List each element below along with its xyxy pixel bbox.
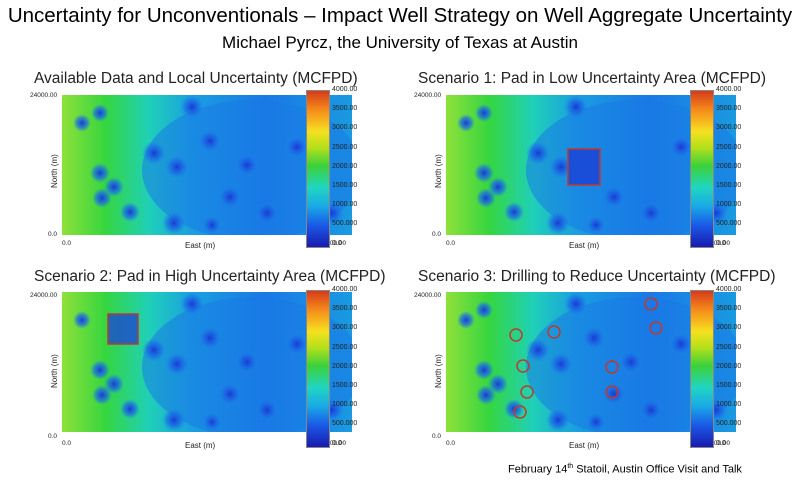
uncertainty-map-2: [446, 95, 736, 235]
colorbar-4-label: 4000.00: [716, 286, 742, 293]
pad-box-low: [567, 148, 601, 186]
colorbar-1-label: 3000.00: [332, 124, 358, 132]
colorbar-4-label: 2500.00: [716, 343, 742, 351]
ylabel-1: North (m): [50, 154, 59, 188]
colorbar-1-label: 1500.00: [332, 182, 358, 189]
colorbar-2-label: 2500.00: [716, 143, 742, 151]
colorbar-1-label: 2500.00: [332, 143, 358, 151]
colorbar-1-label: 500.000: [332, 220, 358, 228]
xtick-origin-1: 0.0: [62, 240, 72, 247]
ylabel-4: North (m): [434, 354, 443, 388]
panel-title-2: Scenario 1: Pad in Low Uncertainty Area …: [418, 70, 767, 87]
colorbar-4-label: 3000.00: [716, 324, 742, 332]
colorbar-2-label: 3000.00: [716, 124, 742, 132]
xlabel-3: East (m): [185, 441, 216, 450]
colorbar-3-label: 2000.00: [332, 362, 358, 370]
colorbar-3-label: 3500.00: [332, 305, 358, 313]
uncertainty-map-1-svg: [62, 95, 352, 235]
footer-prefix: February 14: [508, 463, 568, 476]
colorbar-3-label: 3000.00: [332, 324, 358, 332]
uncertainty-map-1: [62, 95, 352, 235]
panel-title-1: Available Data and Local Uncertainty (MC…: [34, 70, 358, 87]
colorbar-4-label: 0.0: [716, 439, 726, 447]
ytick-origin-2: 0.0: [432, 231, 442, 238]
colorbar-2: [690, 90, 714, 248]
panel-title-4: Scenario 3: Drilling to Reduce Uncertain…: [418, 268, 776, 285]
new-well-rings: [509, 297, 663, 419]
panel-title-3: Scenario 2: Pad in High Uncertainty Area…: [34, 268, 386, 285]
colorbar-1-label: 0.0: [332, 239, 342, 247]
colorbar-4-label: 3500.00: [716, 305, 742, 313]
colorbar-1: [306, 90, 330, 248]
xtick-origin-2: 0.0: [446, 240, 456, 247]
colorbar-4: [690, 290, 714, 448]
colorbar-2-label: 3500.00: [716, 105, 742, 113]
xtick-origin-3: 0.0: [62, 440, 72, 447]
colorbar-3-label: 0.0: [332, 439, 342, 447]
colorbar-2-label: 2000.00: [716, 162, 742, 170]
colorbar-3-label: 2500.00: [332, 343, 358, 351]
footer-sup: th: [567, 463, 574, 470]
colorbar-3-label: 500.000: [332, 420, 358, 428]
ytick-origin-3: 0.0: [48, 433, 58, 440]
uncertainty-map-2-svg: [446, 95, 736, 235]
ylabel-2: North (m): [434, 154, 443, 188]
ytick-origin-4: 0.0: [432, 433, 442, 440]
ytick-top-4: 24000.00: [414, 292, 442, 299]
colorbar-4-label: 1000.00: [716, 401, 742, 409]
uncertainty-map-3-svg: [62, 292, 352, 432]
colorbar-3-label: 1500.00: [332, 382, 358, 389]
ylabel-3: North (m): [50, 354, 59, 388]
page-subtitle: Michael Pyrcz, the University of Texas a…: [222, 33, 578, 52]
colorbar-2-label: 1000.00: [716, 201, 742, 209]
colorbar-2-label: 0.0: [716, 239, 726, 247]
xtick-right-1: 35000.00: [319, 240, 347, 247]
xtick-right-2: 35000.00: [703, 240, 731, 247]
uncertainty-map-3: [62, 292, 352, 432]
ytick-top-2: 24000.00: [414, 92, 442, 99]
colorbar-3: [306, 290, 330, 448]
ytick-origin-1: 0.0: [48, 231, 58, 238]
colorbar-3-label: 1000.00: [332, 401, 358, 409]
colorbar-2-label: 4000.00: [716, 86, 742, 93]
colorbar-1-label: 4000.00: [332, 86, 358, 93]
colorbar-3-label: 4000.00: [332, 286, 358, 293]
colorbar-1-label: 3500.00: [332, 105, 358, 113]
xlabel-1: East (m): [185, 241, 216, 250]
ytick-top-1: 24000.00: [30, 92, 58, 99]
footer-suffix: Statoil, Austin Office Visit and Talk: [573, 463, 742, 476]
xtick-origin-4: 0.0: [446, 440, 456, 447]
xtick-right-3: 35000.00: [319, 440, 347, 447]
colorbar-2-label: 500.000: [716, 220, 742, 228]
colorbar-4-label: 1500.00: [716, 382, 742, 389]
colorbar-4-label: 500.000: [716, 420, 742, 428]
colorbar-1-label: 1000.00: [332, 201, 358, 209]
xlabel-2: East (m): [569, 241, 600, 250]
colorbar-4-label: 2000.00: [716, 362, 742, 370]
xtick-right-4: 35000.00: [703, 440, 731, 447]
pad-box-high: [107, 313, 139, 345]
page-title: Uncertainty for Unconventionals – Impact…: [7, 4, 793, 27]
ytick-top-3: 24000.00: [30, 292, 58, 299]
colorbar-1-label: 2000.00: [332, 162, 358, 170]
xlabel-4: East (m): [569, 441, 600, 450]
colorbar-2-label: 1500.00: [716, 182, 742, 189]
footer-note: February 14th Statoil, Austin Office Vis…: [508, 463, 742, 476]
